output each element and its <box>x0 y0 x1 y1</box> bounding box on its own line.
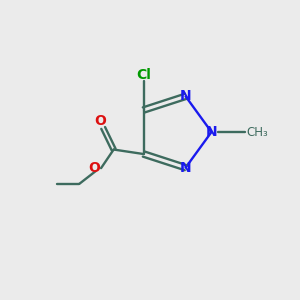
Text: O: O <box>88 161 101 175</box>
Text: N: N <box>180 89 191 103</box>
Text: N: N <box>206 125 217 139</box>
Text: O: O <box>94 114 106 128</box>
Text: CH₃: CH₃ <box>246 125 268 139</box>
Text: N: N <box>180 161 191 175</box>
Text: Cl: Cl <box>136 68 151 82</box>
